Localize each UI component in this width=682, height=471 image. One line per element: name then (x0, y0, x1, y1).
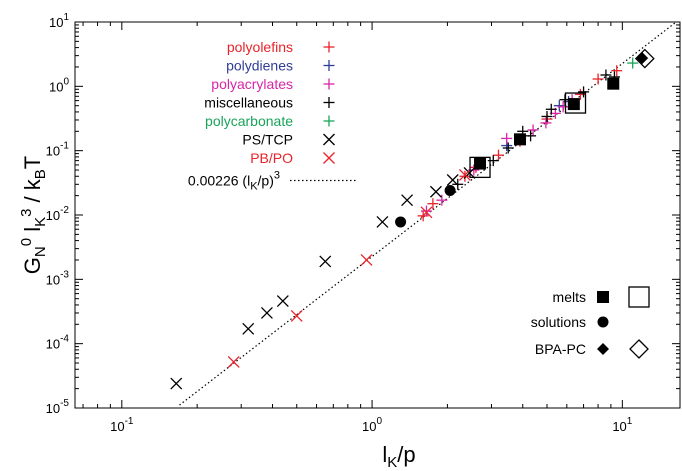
data-point (501, 132, 513, 144)
data-point (395, 216, 407, 228)
marker-legend-open (628, 286, 650, 308)
x-label-rest: /p (397, 442, 415, 467)
marker-legend-filled (597, 291, 609, 303)
data-point (567, 98, 580, 111)
data-point (545, 103, 557, 115)
x-tick-label: 100 (362, 416, 382, 434)
data-point (420, 206, 433, 219)
data-point (474, 157, 487, 170)
data-point (627, 57, 639, 69)
data-point (527, 124, 539, 136)
marker-legend-label: BPA-PC (535, 341, 586, 357)
data-point (444, 185, 456, 197)
x-label-sub: K (387, 454, 397, 471)
data-point (458, 168, 471, 181)
series-melts-open- (469, 92, 587, 179)
series-bpa-pc-open- (634, 48, 655, 69)
y-tick-label: 10-5 (46, 398, 70, 416)
series-polycarbonate (627, 57, 639, 69)
data-point (541, 110, 553, 122)
legend-label: miscellaneous (204, 95, 293, 111)
x-label-main: l (382, 442, 387, 467)
y-tick-label: 10-2 (46, 205, 70, 223)
data-point (436, 194, 448, 206)
data-points (170, 48, 655, 390)
legend: polyolefins polydienes polyacrylates miscel… (188, 39, 358, 193)
marker-legend-label: solutions (531, 314, 586, 330)
fit-line (179, 21, 677, 406)
data-point (227, 355, 240, 368)
data-point (592, 73, 604, 85)
data-point (600, 69, 612, 81)
data-point (376, 215, 389, 228)
data-point (446, 174, 459, 186)
legend-marker (323, 97, 335, 108)
data-point (611, 65, 623, 77)
data-point (319, 255, 332, 268)
data-point (401, 194, 414, 207)
marker-legend-filled (597, 343, 609, 355)
data-point (242, 322, 255, 335)
data-point (427, 198, 439, 210)
data-point (421, 205, 433, 217)
data-point (634, 48, 655, 69)
data-point (607, 77, 620, 90)
data-point (564, 92, 587, 114)
legend-label: PS/TCP (242, 132, 293, 148)
data-point (290, 309, 303, 322)
legend-label: polydienes (226, 58, 293, 74)
x-tick-label: 10-1 (110, 416, 134, 434)
data-point (513, 133, 526, 146)
plot-frame (74, 21, 681, 409)
series-melts-filled- (474, 77, 620, 170)
series-solutions (395, 185, 456, 228)
legend-marker (323, 133, 335, 146)
data-point (459, 170, 471, 182)
legend-label: polyacrylates (211, 76, 293, 92)
data-point (260, 307, 273, 319)
fit-line-group (179, 21, 677, 406)
legend-marker (323, 60, 335, 71)
y-tick-label: 10-4 (46, 334, 70, 352)
legend-marker (323, 41, 335, 53)
data-point (170, 377, 183, 390)
data-point (540, 117, 552, 129)
data-point (469, 156, 491, 179)
legend-fit-label: 0.00226 (lK/p)3 (188, 170, 280, 193)
data-point (557, 101, 569, 113)
legend-marker (323, 115, 335, 127)
series-ps-tcp (170, 167, 476, 390)
data-point (360, 254, 373, 266)
data-point (525, 130, 537, 142)
legend-marker (323, 78, 335, 90)
y-tick-label: 10-1 (46, 141, 70, 159)
marker-legend-filled (597, 316, 609, 328)
data-point (276, 295, 289, 307)
marker-legend: melts solutions BPA-PC (531, 286, 650, 359)
x-axis-label: lK/p (382, 442, 415, 471)
data-point (578, 86, 590, 98)
data-point (502, 142, 514, 154)
series-pb-po (227, 168, 471, 368)
legend-marker (323, 152, 335, 164)
data-point (492, 149, 504, 161)
marker-legend-open (629, 339, 649, 359)
legend-label: polycarbonate (205, 113, 293, 129)
axis-ticks: 10-5 10-4 10-3 10-2 10-1 100 101 10-1 100 101 (46, 12, 680, 434)
data-point (429, 185, 442, 198)
y-tick-label: 10-3 (46, 269, 70, 287)
marker-legend-label: melts (553, 289, 586, 305)
y-tick-label: 101 (49, 12, 69, 30)
y-axis-label: GN0 lK3 / kBT (18, 156, 49, 274)
y-tick-label: 100 (49, 76, 69, 94)
legend-label: polyolefins (227, 39, 293, 55)
x-tick-label: 101 (612, 416, 632, 434)
legend-label: PB/PO (250, 150, 293, 166)
